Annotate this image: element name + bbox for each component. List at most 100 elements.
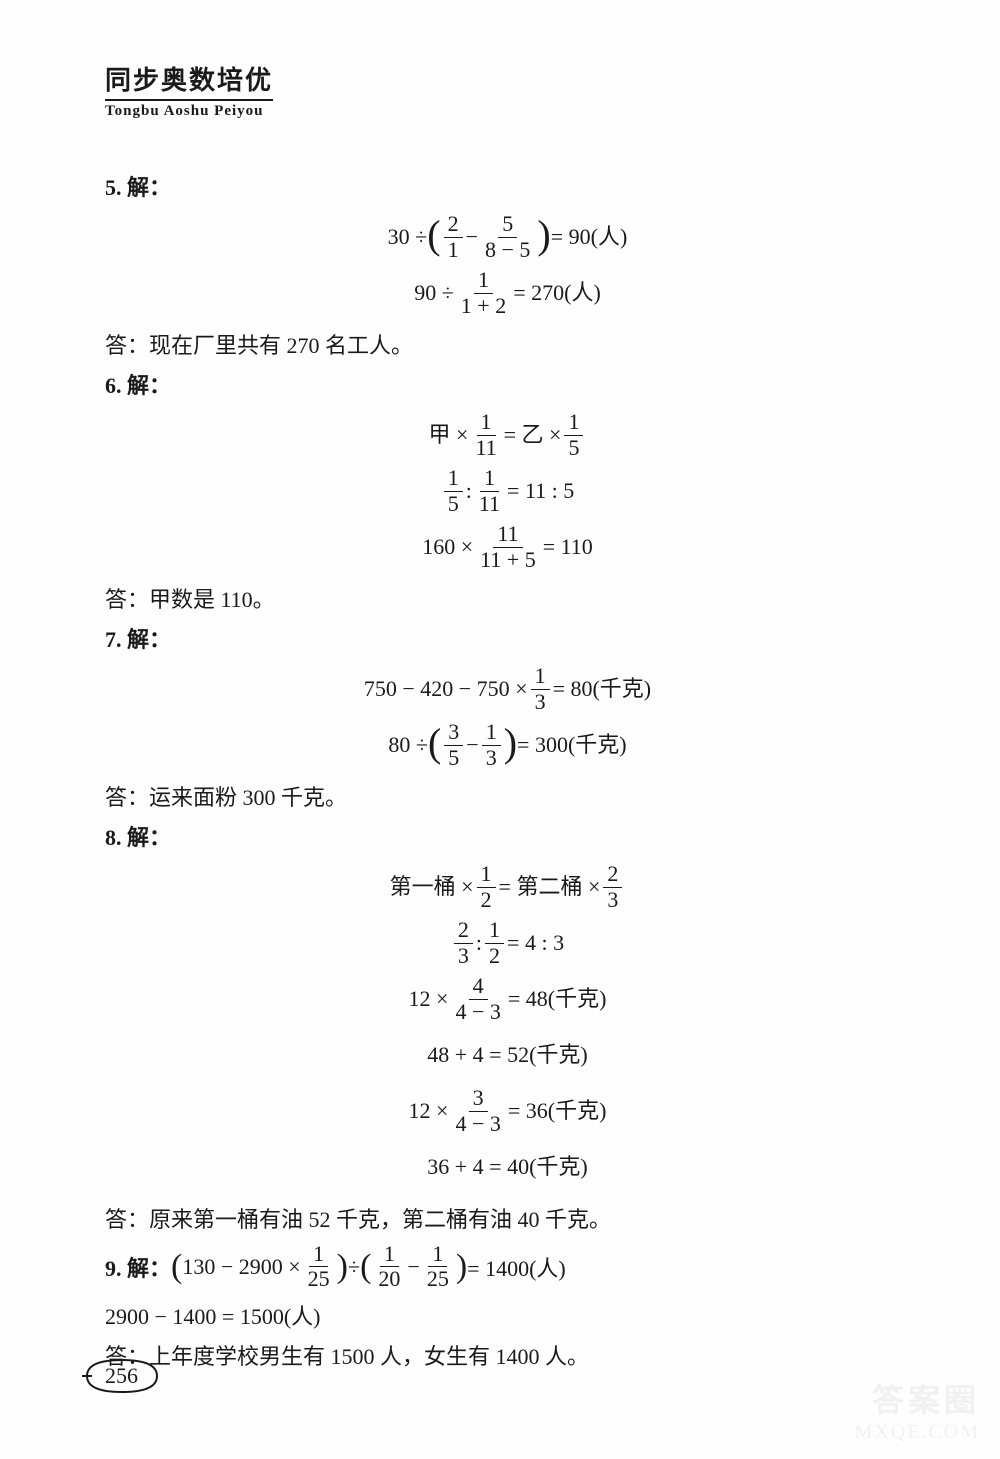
problem-6: 6. 解： 甲 × 111 = 乙 × 15 15 : 111 = 11 : 5…	[105, 368, 910, 614]
eq-text: 30 ÷	[388, 222, 428, 253]
eq-text: 160 ×	[422, 532, 473, 563]
fraction: 11 + 2	[457, 268, 510, 317]
eq-text: 甲 ×	[429, 420, 469, 451]
eq-text: 750 − 420 − 750 ×	[364, 674, 528, 705]
problem-9-answer: 答：上年度学校男生有 1500 人，女生有 1400 人。	[105, 1339, 910, 1371]
problem-5-label: 5. 解：	[105, 170, 910, 202]
page-number: 256	[105, 1363, 138, 1389]
eq-line: 30 ÷ ( 21 − 58 − 5 ) = 90(人)	[105, 212, 910, 262]
eq-line: 80 ÷ ( 35 − 13 ) = 300(千克)	[105, 720, 910, 770]
problem-7-answer: 答：运来面粉 300 千克。	[105, 780, 910, 812]
fraction: 15	[444, 466, 463, 515]
fraction: 15	[564, 410, 583, 459]
eq-text: = 80(千克)	[553, 674, 652, 705]
problem-6-answer: 答：甲数是 110。	[105, 582, 910, 614]
eq-text: 90 ÷	[414, 278, 454, 309]
eq-text: = 4 : 3	[507, 928, 564, 959]
problem-5: 5. 解： 30 ÷ ( 21 − 58 − 5 ) = 90(人) 90 ÷ …	[105, 170, 910, 360]
fraction: 111	[475, 466, 504, 515]
eq-text: = 36(千克)	[508, 1096, 607, 1127]
fraction: 12	[485, 918, 504, 967]
fraction: 125	[304, 1242, 334, 1291]
problem-8-answer: 答：原来第一桶有油 52 千克，第二桶有油 40 千克。	[105, 1202, 910, 1234]
problem-9-line1: 9. 解： ( 130 − 2900 × 125 ) ÷ ( 120 − 125…	[105, 1242, 910, 1291]
eq-text: 36 + 4 = 40(千克)	[427, 1152, 587, 1183]
eq-line: 12 × 34 − 3 = 36(千克)	[105, 1086, 910, 1136]
eq-line: 第一桶 × 12 = 第二桶 × 23	[105, 862, 910, 912]
eq-line: 23 : 12 = 4 : 3	[105, 918, 910, 968]
eq-text: 130 − 2900 ×	[182, 1254, 300, 1280]
eq-text: = 1400(人)	[467, 1251, 566, 1283]
problem-8-equations: 第一桶 × 12 = 第二桶 × 23 23 : 12 = 4 : 3 12 ×…	[105, 862, 910, 1192]
right-paren: )	[504, 723, 517, 763]
eq-text: = 乙 ×	[504, 420, 562, 451]
fraction: 111	[471, 410, 500, 459]
page-header: 同步奥数培优 Tongbu Aoshu Peiyou	[105, 60, 910, 120]
eq-text: −	[407, 1254, 419, 1280]
eq-line: 甲 × 111 = 乙 × 15	[105, 410, 910, 460]
problem-9-label: 9. 解：	[105, 1251, 171, 1283]
fraction: 21	[444, 212, 463, 261]
eq-text: = 90(人)	[551, 222, 628, 253]
eq-text: ÷	[348, 1254, 360, 1280]
fraction: 23	[454, 918, 473, 967]
fraction: 125	[423, 1242, 453, 1291]
eq-line: 750 − 420 − 750 × 13 = 80(千克)	[105, 664, 910, 714]
eq-text: 第一桶 ×	[390, 872, 474, 903]
eq-line: 48 + 4 = 52(千克)	[105, 1030, 910, 1080]
right-paren: )	[337, 1250, 348, 1284]
right-paren: )	[537, 215, 550, 255]
problem-5-answer: 答：现在厂里共有 270 名工人。	[105, 328, 910, 360]
eq-line: 90 ÷ 11 + 2 = 270(人)	[105, 268, 910, 318]
fraction: 13	[482, 720, 501, 769]
problem-8-label: 8. 解：	[105, 820, 910, 852]
eq-text: = 48(千克)	[508, 984, 607, 1015]
problem-6-equations: 甲 × 111 = 乙 × 15 15 : 111 = 11 : 5 160 ×…	[105, 410, 910, 572]
eq-line: 15 : 111 = 11 : 5	[105, 466, 910, 516]
left-paren: (	[171, 1250, 182, 1284]
eq-text: :	[476, 928, 482, 959]
eq-text: −	[466, 222, 478, 253]
fraction: 34 − 3	[451, 1086, 504, 1135]
problem-8: 8. 解： 第一桶 × 12 = 第二桶 × 23 23 : 12 = 4 : …	[105, 820, 910, 1234]
eq-text: 80 ÷	[388, 730, 428, 761]
fraction: 1111 + 5	[476, 522, 540, 571]
eq-text: = 11 : 5	[507, 476, 574, 507]
eq-line: 160 × 1111 + 5 = 110	[105, 522, 910, 572]
fraction: 58 − 5	[481, 212, 534, 261]
eq-text: 12 ×	[409, 984, 449, 1015]
header-title: 同步奥数培优	[105, 60, 273, 101]
problem-9: 9. 解： ( 130 − 2900 × 125 ) ÷ ( 120 − 125…	[105, 1242, 910, 1371]
problem-7-equations: 750 − 420 − 750 × 13 = 80(千克) 80 ÷ ( 35 …	[105, 664, 910, 770]
eq-text: −	[466, 730, 478, 761]
problem-7: 7. 解： 750 − 420 − 750 × 13 = 80(千克) 80 ÷…	[105, 622, 910, 812]
eq-text: :	[466, 476, 472, 507]
problem-6-label: 6. 解：	[105, 368, 910, 400]
problem-5-equations: 30 ÷ ( 21 − 58 − 5 ) = 90(人) 90 ÷ 11 + 2…	[105, 212, 910, 318]
left-paren: (	[360, 1250, 371, 1284]
problem-7-label: 7. 解：	[105, 622, 910, 654]
header-subtitle: Tongbu Aoshu Peiyou	[105, 103, 910, 120]
left-paren: (	[427, 215, 440, 255]
fraction: 35	[444, 720, 463, 769]
fraction: 12	[477, 862, 496, 911]
right-paren: )	[456, 1250, 467, 1284]
eq-text: = 第二桶 ×	[499, 872, 601, 903]
watermark-top: 答案圈	[855, 1375, 980, 1421]
eq-text: = 300(千克)	[517, 730, 627, 761]
fraction: 23	[603, 862, 622, 911]
watermark-bottom: MXQE.COM	[855, 1421, 980, 1444]
eq-text: 48 + 4 = 52(千克)	[427, 1040, 587, 1071]
problem-9-eq2: 2900 − 1400 = 1500(人)	[105, 1299, 910, 1331]
eq-text: = 110	[543, 532, 593, 563]
eq-line: 36 + 4 = 40(千克)	[105, 1142, 910, 1192]
fraction: 44 − 3	[451, 974, 504, 1023]
eq-text: 12 ×	[409, 1096, 449, 1127]
page-number-text: 256	[105, 1363, 138, 1389]
eq-text: = 270(人)	[513, 278, 601, 309]
left-paren: (	[428, 723, 441, 763]
fraction: 120	[374, 1242, 404, 1291]
eq-line: 12 × 44 − 3 = 48(千克)	[105, 974, 910, 1024]
watermark: 答案圈 MXQE.COM	[855, 1375, 980, 1444]
fraction: 13	[531, 664, 550, 713]
